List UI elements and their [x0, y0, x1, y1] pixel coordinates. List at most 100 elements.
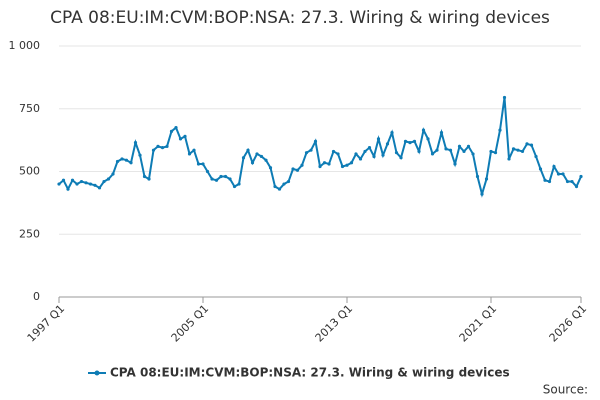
point — [79, 179, 84, 184]
point — [493, 151, 498, 155]
point — [372, 154, 376, 159]
point — [349, 161, 354, 165]
point — [543, 178, 547, 182]
point — [268, 166, 273, 170]
point — [421, 128, 426, 132]
point — [363, 149, 367, 154]
point — [97, 186, 102, 190]
point — [471, 152, 475, 156]
point — [327, 162, 331, 166]
legend-marker — [94, 370, 100, 376]
point — [61, 178, 66, 182]
point — [453, 162, 457, 166]
point — [264, 158, 268, 162]
point — [412, 139, 417, 143]
point — [579, 174, 583, 179]
point — [565, 179, 570, 184]
point — [354, 152, 358, 156]
point — [84, 181, 88, 185]
point — [457, 144, 462, 148]
point — [124, 158, 129, 162]
point — [241, 156, 246, 160]
point — [466, 144, 471, 148]
legend-label: CPA 08:EU:IM:CVM:BOP:NSA: 27.3. Wiring &… — [110, 366, 510, 380]
point — [282, 182, 286, 186]
point — [160, 146, 165, 150]
point — [498, 128, 502, 132]
point — [232, 184, 237, 189]
point — [367, 146, 372, 150]
series-line — [58, 97, 582, 198]
point — [196, 162, 201, 166]
point — [277, 187, 282, 191]
point — [300, 163, 304, 167]
point — [417, 149, 421, 154]
point — [340, 164, 345, 169]
x-tick-label: 2013 Q1 — [313, 302, 356, 345]
point — [529, 143, 534, 147]
point — [511, 147, 516, 151]
y-tick-label: 750 — [19, 102, 40, 115]
point — [408, 141, 412, 145]
point — [255, 152, 259, 156]
point — [534, 154, 538, 159]
point — [259, 154, 264, 159]
point — [138, 153, 142, 157]
point — [142, 174, 147, 179]
source: Source: — [543, 383, 588, 397]
point — [201, 162, 205, 166]
point — [291, 167, 295, 171]
point — [169, 129, 174, 133]
point — [426, 137, 430, 141]
point — [246, 148, 250, 152]
point — [475, 174, 480, 179]
point — [237, 182, 241, 186]
point — [165, 144, 169, 148]
point — [75, 182, 79, 186]
point — [430, 152, 435, 156]
point — [336, 152, 340, 156]
point — [489, 149, 493, 154]
point — [133, 141, 138, 145]
point — [516, 148, 520, 152]
point — [394, 151, 399, 155]
point — [444, 147, 448, 151]
point — [358, 157, 363, 161]
point — [439, 130, 444, 135]
x-tick-label: 2026 Q1 — [547, 302, 590, 345]
point — [345, 163, 349, 167]
point — [570, 179, 574, 184]
point — [183, 134, 187, 138]
x-tick-label: 1997 Q1 — [25, 302, 68, 345]
point — [484, 177, 489, 181]
point — [115, 159, 120, 164]
point — [129, 161, 133, 165]
y-tick-label: 0 — [33, 290, 40, 303]
point — [552, 164, 556, 169]
point — [187, 152, 192, 156]
point — [574, 184, 579, 189]
point — [538, 167, 543, 171]
point — [102, 179, 106, 184]
point — [93, 183, 97, 187]
point — [547, 179, 552, 184]
point — [331, 149, 336, 154]
point — [556, 172, 561, 176]
point — [304, 151, 309, 155]
point — [70, 178, 75, 182]
point — [381, 153, 385, 157]
point — [192, 148, 196, 152]
point — [313, 139, 318, 143]
y-tick-label: 500 — [19, 165, 40, 178]
point — [205, 169, 210, 174]
point — [106, 177, 111, 181]
point — [309, 148, 313, 152]
y-tick-label: 1 000 — [9, 39, 41, 52]
point — [156, 144, 160, 148]
y-tick-label: 250 — [19, 227, 40, 240]
point — [520, 149, 525, 154]
point — [151, 148, 156, 152]
point — [174, 125, 178, 130]
point — [385, 142, 390, 146]
